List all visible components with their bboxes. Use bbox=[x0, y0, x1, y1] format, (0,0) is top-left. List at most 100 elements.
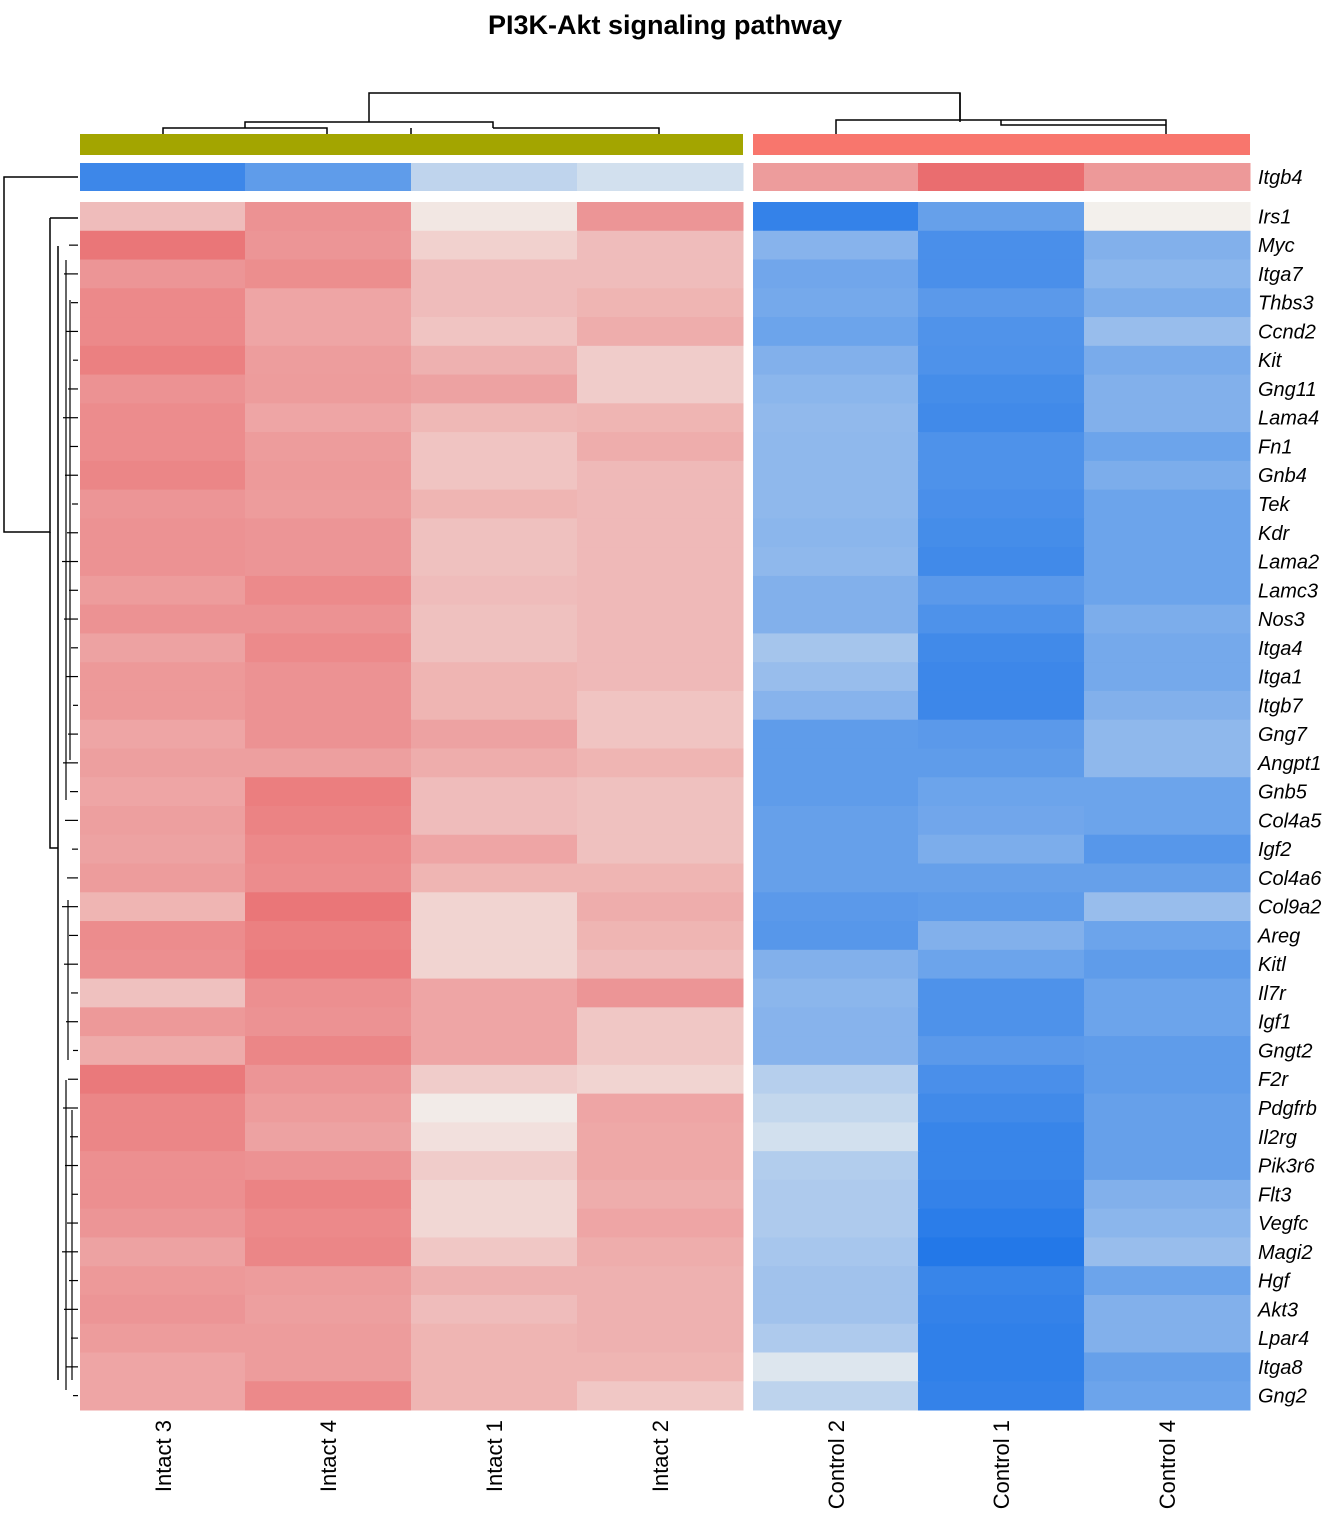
heatmap-cell bbox=[80, 1036, 247, 1066]
heatmap-cell bbox=[245, 1093, 412, 1123]
heatmap-cell bbox=[411, 892, 578, 922]
heatmap-cell bbox=[411, 777, 578, 807]
heatmap-cell bbox=[753, 374, 920, 404]
heatmap-cell bbox=[753, 690, 920, 721]
heatmap-cell bbox=[753, 662, 920, 692]
row-label: Kitl bbox=[1258, 954, 1286, 976]
heatmap-cell bbox=[577, 547, 744, 577]
heatmap-cell bbox=[577, 1007, 744, 1037]
heatmap-cell bbox=[1084, 259, 1251, 289]
heatmap-cell bbox=[577, 432, 744, 462]
heatmap-cell bbox=[245, 202, 412, 232]
heatmap-cell bbox=[1084, 1208, 1251, 1238]
heatmap-cell bbox=[918, 949, 1085, 980]
group-bar-0 bbox=[80, 134, 743, 155]
heatmap-cell bbox=[411, 374, 578, 404]
heatmap-cell bbox=[753, 604, 920, 634]
heatmap-cell bbox=[1084, 978, 1251, 1008]
heatmap-cell bbox=[245, 1208, 412, 1238]
annotation-cell bbox=[918, 163, 1085, 191]
heatmap-cell bbox=[80, 460, 247, 491]
row-label: Angpt1 bbox=[1257, 753, 1321, 775]
heatmap-cell bbox=[753, 1093, 920, 1123]
heatmap-cell bbox=[80, 259, 247, 289]
heatmap-cell bbox=[245, 949, 412, 980]
heatmap-cell bbox=[245, 662, 412, 692]
heatmap-cell bbox=[753, 1064, 920, 1095]
row-label: Tek bbox=[1258, 494, 1291, 516]
heatmap-cell bbox=[80, 547, 247, 577]
row-label: Itga8 bbox=[1258, 1357, 1302, 1379]
heatmap-cell bbox=[80, 1151, 247, 1181]
heatmap-cell bbox=[918, 892, 1085, 922]
heatmap-cell bbox=[245, 1266, 412, 1296]
heatmap-cell bbox=[1084, 834, 1251, 865]
heatmap-cell bbox=[918, 1179, 1085, 1210]
row-label: Il7r bbox=[1258, 983, 1287, 1005]
heatmap-cell bbox=[411, 317, 578, 347]
heatmap-cell bbox=[753, 748, 920, 778]
heatmap-cell bbox=[918, 345, 1085, 376]
heatmap-cell bbox=[918, 777, 1085, 807]
heatmap-cell bbox=[1084, 1352, 1251, 1382]
heatmap-cell bbox=[245, 1381, 412, 1411]
heatmap-cell bbox=[245, 1122, 412, 1152]
heatmap-cell bbox=[411, 547, 578, 577]
heatmap-cell bbox=[577, 777, 744, 807]
heatmap-cell bbox=[245, 1007, 412, 1037]
heatmap-cell bbox=[1084, 1294, 1251, 1325]
heatmap-cell bbox=[918, 1036, 1085, 1066]
heatmap-cell bbox=[411, 834, 578, 865]
annotation-cell bbox=[753, 163, 920, 191]
heatmap-cell bbox=[245, 518, 412, 548]
row-label: Pdgfrb bbox=[1258, 1098, 1317, 1120]
row-label: F2r bbox=[1258, 1069, 1289, 1091]
heatmap-cell bbox=[1084, 317, 1251, 347]
heatmap-cell bbox=[918, 1323, 1085, 1353]
heatmap-cell bbox=[245, 1179, 412, 1210]
heatmap-cell bbox=[1084, 432, 1251, 462]
heatmap-cell bbox=[918, 834, 1085, 865]
heatmap-cell bbox=[411, 921, 578, 951]
heatmap-cell bbox=[918, 1093, 1085, 1123]
chart-title: PI3K-Akt signaling pathway bbox=[487, 10, 843, 40]
heatmap-cell bbox=[245, 259, 412, 289]
heatmap-cell bbox=[411, 690, 578, 721]
heatmap-cell bbox=[753, 1151, 920, 1181]
heatmap-cell bbox=[753, 317, 920, 347]
heatmap-cell bbox=[411, 1208, 578, 1238]
heatmap-cell bbox=[753, 575, 920, 606]
row-label: Ccnd2 bbox=[1258, 321, 1316, 343]
row-label: Gnb5 bbox=[1258, 782, 1308, 804]
column-label: Intact 3 bbox=[151, 1420, 176, 1492]
heatmap-cell bbox=[753, 1294, 920, 1325]
row-label: Vegfc bbox=[1258, 1213, 1308, 1235]
row-label: Kit bbox=[1258, 350, 1283, 372]
heatmap-cell bbox=[577, 1208, 744, 1238]
heatmap-cell bbox=[918, 1151, 1085, 1181]
heatmap-cell bbox=[411, 575, 578, 606]
heatmap-cell bbox=[245, 1323, 412, 1353]
heatmap-cell bbox=[245, 863, 412, 893]
heatmap-cell bbox=[918, 806, 1085, 836]
heatmap-cell bbox=[411, 748, 578, 778]
heatmap-cell bbox=[753, 288, 920, 318]
heatmap-cell bbox=[80, 834, 247, 865]
heatmap-cell bbox=[918, 1064, 1085, 1095]
heatmap-cell bbox=[80, 863, 247, 893]
heatmap-cell bbox=[245, 1151, 412, 1181]
heatmap-cell bbox=[577, 949, 744, 980]
row-label: Thbs3 bbox=[1258, 293, 1314, 315]
heatmap-cell bbox=[245, 1352, 412, 1382]
heatmap-cell bbox=[577, 288, 744, 318]
heatmap-cell bbox=[80, 719, 247, 749]
heatmap-cell bbox=[918, 230, 1085, 261]
heatmap-cell bbox=[1084, 604, 1251, 634]
heatmap-cell bbox=[577, 662, 744, 692]
heatmap-cell bbox=[918, 748, 1085, 778]
heatmap-cell bbox=[918, 460, 1085, 491]
heatmap-cell bbox=[411, 662, 578, 692]
heatmap-cell bbox=[411, 1381, 578, 1411]
heatmap-cell bbox=[918, 1208, 1085, 1238]
row-label: Gng2 bbox=[1258, 1386, 1307, 1408]
